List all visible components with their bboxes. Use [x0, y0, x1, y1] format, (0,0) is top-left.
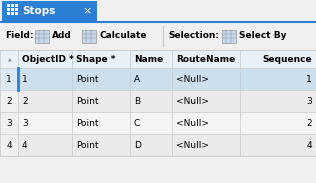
- Text: C: C: [134, 119, 140, 128]
- Text: 1: 1: [22, 74, 28, 83]
- Text: Select By: Select By: [239, 31, 287, 40]
- Text: <Null>: <Null>: [176, 119, 209, 128]
- Bar: [0, 50, 316, 68]
- Bar: [0, 90, 18, 112]
- Text: 3: 3: [6, 119, 12, 128]
- Bar: [35, 29, 49, 42]
- Text: 1: 1: [6, 74, 12, 83]
- Bar: [11, 12, 14, 15]
- Text: A: A: [134, 74, 140, 83]
- Text: RouteName: RouteName: [176, 55, 235, 64]
- Text: <Null>: <Null>: [176, 74, 209, 83]
- Text: ×: ×: [82, 7, 92, 16]
- Text: <Null>: <Null>: [176, 96, 209, 106]
- Text: Sequence: Sequence: [262, 55, 312, 64]
- Text: 3: 3: [306, 96, 312, 106]
- Text: Add: Add: [52, 31, 72, 40]
- Bar: [7, 4, 10, 7]
- Bar: [0, 0, 316, 22]
- Bar: [7, 8, 10, 11]
- Bar: [15, 12, 18, 15]
- Text: Point: Point: [76, 74, 99, 83]
- Bar: [7, 12, 10, 15]
- Bar: [0, 22, 316, 50]
- Bar: [2, 1, 97, 22]
- Text: 1: 1: [306, 74, 312, 83]
- Text: D: D: [134, 141, 141, 150]
- Bar: [0, 134, 18, 156]
- Text: 3: 3: [22, 119, 28, 128]
- Text: Point: Point: [76, 119, 99, 128]
- Bar: [11, 4, 14, 7]
- Bar: [82, 29, 96, 42]
- Bar: [0, 112, 18, 134]
- Bar: [0, 68, 18, 90]
- Text: Selection:: Selection:: [168, 31, 219, 40]
- Text: 4: 4: [22, 141, 27, 150]
- Bar: [0, 90, 316, 112]
- Text: Point: Point: [76, 96, 99, 106]
- Text: 4: 4: [6, 141, 12, 150]
- Text: Name: Name: [134, 55, 163, 64]
- Text: Point: Point: [76, 141, 99, 150]
- Text: 2: 2: [6, 96, 12, 106]
- Text: Calculate: Calculate: [99, 31, 147, 40]
- Text: <Null>: <Null>: [176, 141, 209, 150]
- Text: B: B: [134, 96, 140, 106]
- Text: Field:: Field:: [5, 31, 33, 40]
- Bar: [0, 68, 316, 90]
- Bar: [222, 29, 236, 42]
- Bar: [11, 8, 14, 11]
- Bar: [15, 4, 18, 7]
- Text: Shape *: Shape *: [76, 55, 116, 64]
- Bar: [0, 134, 316, 156]
- Bar: [15, 8, 18, 11]
- Text: ◂: ◂: [6, 57, 12, 61]
- Text: 4: 4: [307, 141, 312, 150]
- Text: Stops: Stops: [22, 6, 55, 16]
- Text: 2: 2: [307, 119, 312, 128]
- Text: ObjectID *: ObjectID *: [22, 55, 74, 64]
- Bar: [0, 112, 316, 134]
- Text: 2: 2: [22, 96, 27, 106]
